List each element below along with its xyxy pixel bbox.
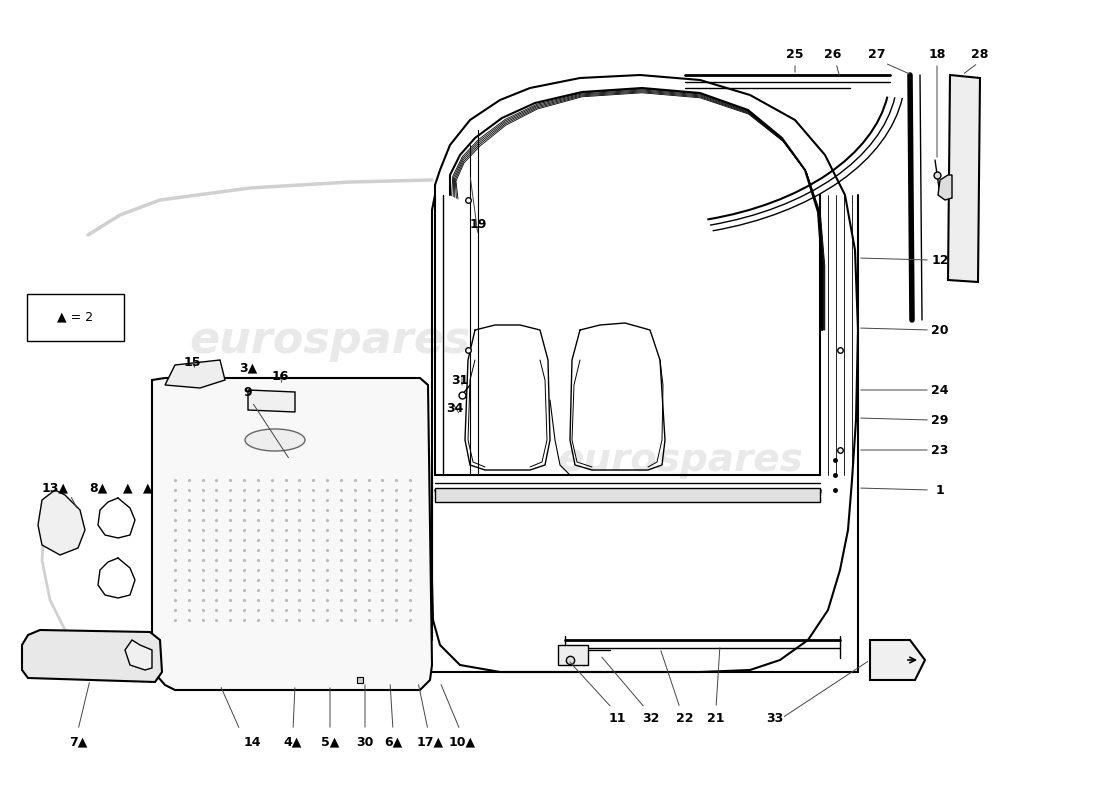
- Polygon shape: [165, 360, 226, 388]
- Polygon shape: [870, 640, 925, 680]
- Text: 11: 11: [608, 711, 626, 725]
- Text: 17▲: 17▲: [417, 735, 443, 749]
- Text: 16: 16: [272, 370, 288, 383]
- Text: 32: 32: [642, 711, 660, 725]
- Text: 10▲: 10▲: [449, 735, 475, 749]
- Text: 22: 22: [676, 711, 694, 725]
- Text: eurospares: eurospares: [189, 318, 471, 362]
- Text: 7▲: 7▲: [69, 735, 87, 749]
- Polygon shape: [558, 645, 589, 665]
- Text: 28: 28: [971, 49, 989, 62]
- Text: 21: 21: [707, 711, 725, 725]
- Text: ▲: ▲: [143, 482, 153, 494]
- Text: eurospares: eurospares: [557, 441, 803, 479]
- Polygon shape: [125, 640, 152, 670]
- Text: 20: 20: [932, 323, 948, 337]
- Text: 8▲: 8▲: [89, 482, 107, 494]
- Text: ▲ = 2: ▲ = 2: [57, 310, 94, 323]
- Text: 12: 12: [932, 254, 948, 266]
- Text: 33: 33: [767, 711, 783, 725]
- Text: 26: 26: [824, 49, 842, 62]
- Text: 31: 31: [451, 374, 469, 386]
- Polygon shape: [938, 175, 952, 200]
- Text: 29: 29: [932, 414, 948, 426]
- Text: 23: 23: [932, 443, 948, 457]
- Polygon shape: [948, 75, 980, 282]
- Text: 5▲: 5▲: [321, 735, 339, 749]
- Text: 18: 18: [928, 49, 946, 62]
- Text: ▲: ▲: [123, 482, 133, 494]
- Text: 14: 14: [243, 735, 261, 749]
- Text: 19: 19: [470, 218, 486, 231]
- Polygon shape: [152, 378, 432, 690]
- Text: 15: 15: [184, 357, 200, 370]
- Text: 30: 30: [356, 735, 374, 749]
- Polygon shape: [39, 490, 85, 555]
- Text: 9: 9: [244, 386, 252, 399]
- Text: 24: 24: [932, 383, 948, 397]
- Polygon shape: [434, 488, 820, 502]
- Text: 27: 27: [868, 49, 886, 62]
- Text: 25: 25: [786, 49, 804, 62]
- Text: 3▲: 3▲: [239, 362, 257, 374]
- Polygon shape: [248, 390, 295, 412]
- Text: 6▲: 6▲: [384, 735, 403, 749]
- Polygon shape: [22, 630, 162, 682]
- Text: 4▲: 4▲: [284, 735, 302, 749]
- Text: 13▲: 13▲: [42, 482, 68, 494]
- Text: 1: 1: [936, 483, 945, 497]
- FancyBboxPatch shape: [28, 294, 124, 341]
- Ellipse shape: [245, 429, 305, 451]
- Text: 34: 34: [447, 402, 464, 414]
